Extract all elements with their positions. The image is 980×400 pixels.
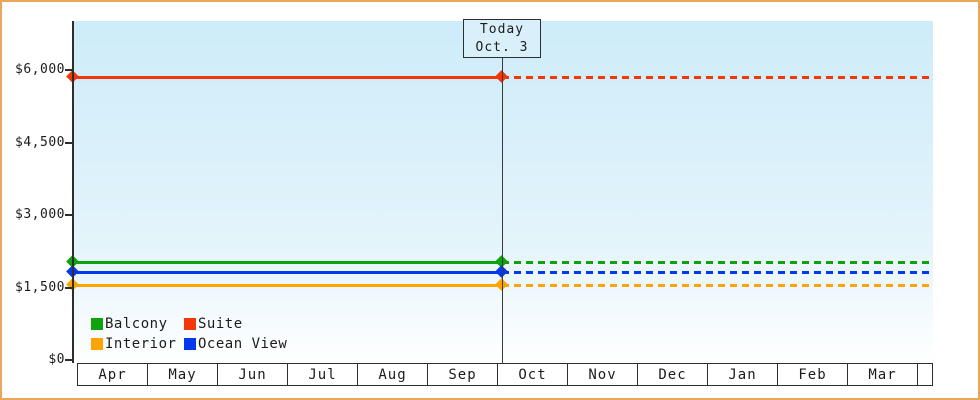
legend-item-interior: Interior — [91, 334, 184, 353]
legend-label-interior: Interior — [105, 335, 177, 352]
y-axis-tick — [65, 359, 73, 361]
legend-item-ocean-view: Ocean View — [184, 334, 287, 353]
month-cell-sep: Sep — [428, 364, 498, 385]
y-axis-tick — [65, 214, 73, 216]
y-axis-tick — [65, 69, 73, 71]
y-axis-tick-label: $0 — [48, 352, 65, 367]
series-line-solid-suite — [72, 76, 502, 79]
series-line-dashed-ocean-view — [502, 271, 933, 275]
series-line-dashed-balcony — [502, 261, 933, 265]
legend-swatch-balcony — [91, 317, 103, 330]
legend-label-balcony: Balcony — [105, 315, 168, 332]
legend-item-balcony: Balcony — [91, 314, 184, 333]
month-cell-jun: Jun — [218, 364, 288, 385]
month-cell-may: May — [148, 364, 218, 385]
y-axis-tick — [65, 141, 73, 144]
today-label-box: Today Oct. 3 — [463, 19, 541, 58]
legend-label-ocean-view: Ocean View — [198, 335, 288, 352]
month-cell-apr: Apr — [78, 364, 148, 385]
legend: Balcony Suite Interior Ocean View — [91, 314, 287, 353]
series-line-solid-balcony — [72, 261, 502, 265]
month-cell-filler — [918, 364, 932, 385]
month-cell-nov: Nov — [568, 364, 638, 385]
month-cell-aug: Aug — [358, 364, 428, 385]
legend-label-suite: Suite — [198, 315, 243, 332]
y-axis-tick-label: $4,500 — [15, 134, 65, 150]
legend-swatch-interior — [91, 337, 103, 350]
legend-swatch-suite — [184, 317, 196, 330]
today-marker-line — [502, 57, 503, 363]
series-line-solid-ocean-view — [72, 271, 502, 275]
y-axis-line — [72, 21, 74, 363]
series-line-dashed-suite — [502, 76, 933, 79]
legend-swatch-ocean-view — [184, 337, 196, 350]
month-cell-feb: Feb — [778, 364, 848, 385]
month-cell-jan: Jan — [708, 364, 778, 385]
y-axis-tick-label: $6,000 — [15, 62, 65, 77]
month-cell-jul: Jul — [288, 364, 358, 385]
y-axis-tick-label: $3,000 — [15, 207, 65, 222]
x-axis-month-band: Apr May Jun Jul Aug Sep Oct Nov Dec Jan Feb Mar — [77, 363, 933, 386]
y-axis-tick-label: $1,500 — [15, 279, 65, 295]
legend-item-suite: Suite — [184, 314, 287, 333]
y-axis-tick — [65, 286, 73, 289]
today-label-line2: Oct. 3 — [475, 39, 529, 55]
month-cell-mar: Mar — [848, 364, 918, 385]
series-line-solid-interior — [72, 283, 502, 287]
month-cell-dec: Dec — [638, 364, 708, 385]
today-label-line1: Today — [479, 21, 525, 37]
series-line-dashed-interior — [502, 283, 933, 287]
month-cell-oct: Oct — [498, 364, 568, 385]
